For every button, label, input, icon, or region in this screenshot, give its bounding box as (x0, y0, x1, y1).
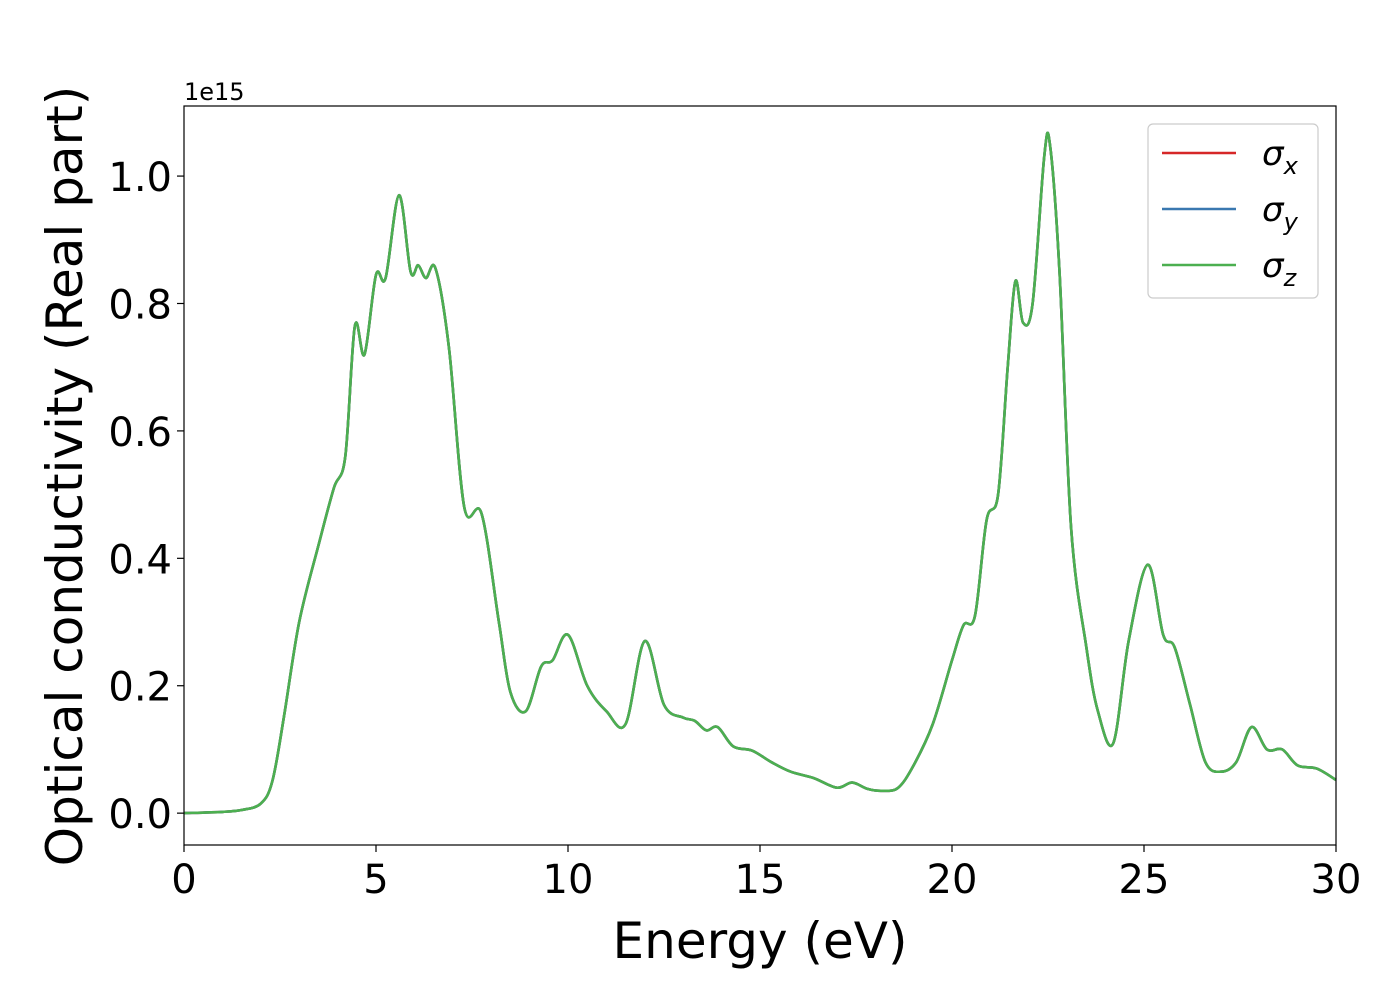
x-tick-label: 20 (927, 857, 978, 903)
y-axis-label: Optical conductivity (Real part) (36, 86, 94, 867)
legend-label-symbol: σ (1262, 134, 1285, 174)
y-axis-offset-label: 1e15 (184, 78, 245, 106)
legend-label-subscript: x (1283, 152, 1299, 180)
y-tick-label: 0.4 (108, 537, 172, 583)
y-tick-label: 0.2 (108, 665, 172, 711)
y-tick-label: 0.0 (108, 792, 172, 838)
x-tick-label: 0 (171, 857, 196, 903)
x-tick-label: 30 (1311, 857, 1362, 903)
x-tick-label: 25 (1119, 857, 1170, 903)
y-tick-label: 0.8 (108, 282, 172, 328)
legend-box (1147, 123, 1319, 299)
y-tick-label: 1.0 (108, 155, 172, 201)
x-tick-label: 15 (735, 857, 786, 903)
x-tick-label: 10 (543, 857, 594, 903)
plot-frame (183, 105, 1337, 846)
x-axis-label: Energy (eV) (613, 912, 908, 970)
x-tick-label: 5 (363, 857, 388, 903)
y-tick-label: 0.6 (108, 410, 172, 456)
legend-label-sigma-z: σz (1262, 246, 1298, 292)
legend-label-symbol: σ (1262, 246, 1285, 286)
legend-label-subscript: y (1283, 208, 1299, 236)
legend-label-sigma-y: σy (1262, 190, 1299, 236)
legend-label-sigma-x: σx (1262, 134, 1299, 180)
legend-label-subscript: z (1283, 264, 1298, 292)
plot-area (183, 131, 1337, 815)
axis-ticks: 0 5 10 15 20 25 30 0.0 0.2 0.4 0.6 0.8 1.0 (108, 155, 1361, 903)
series-line-sigma-z (183, 131, 1337, 815)
legend-label-symbol: σ (1262, 190, 1285, 230)
